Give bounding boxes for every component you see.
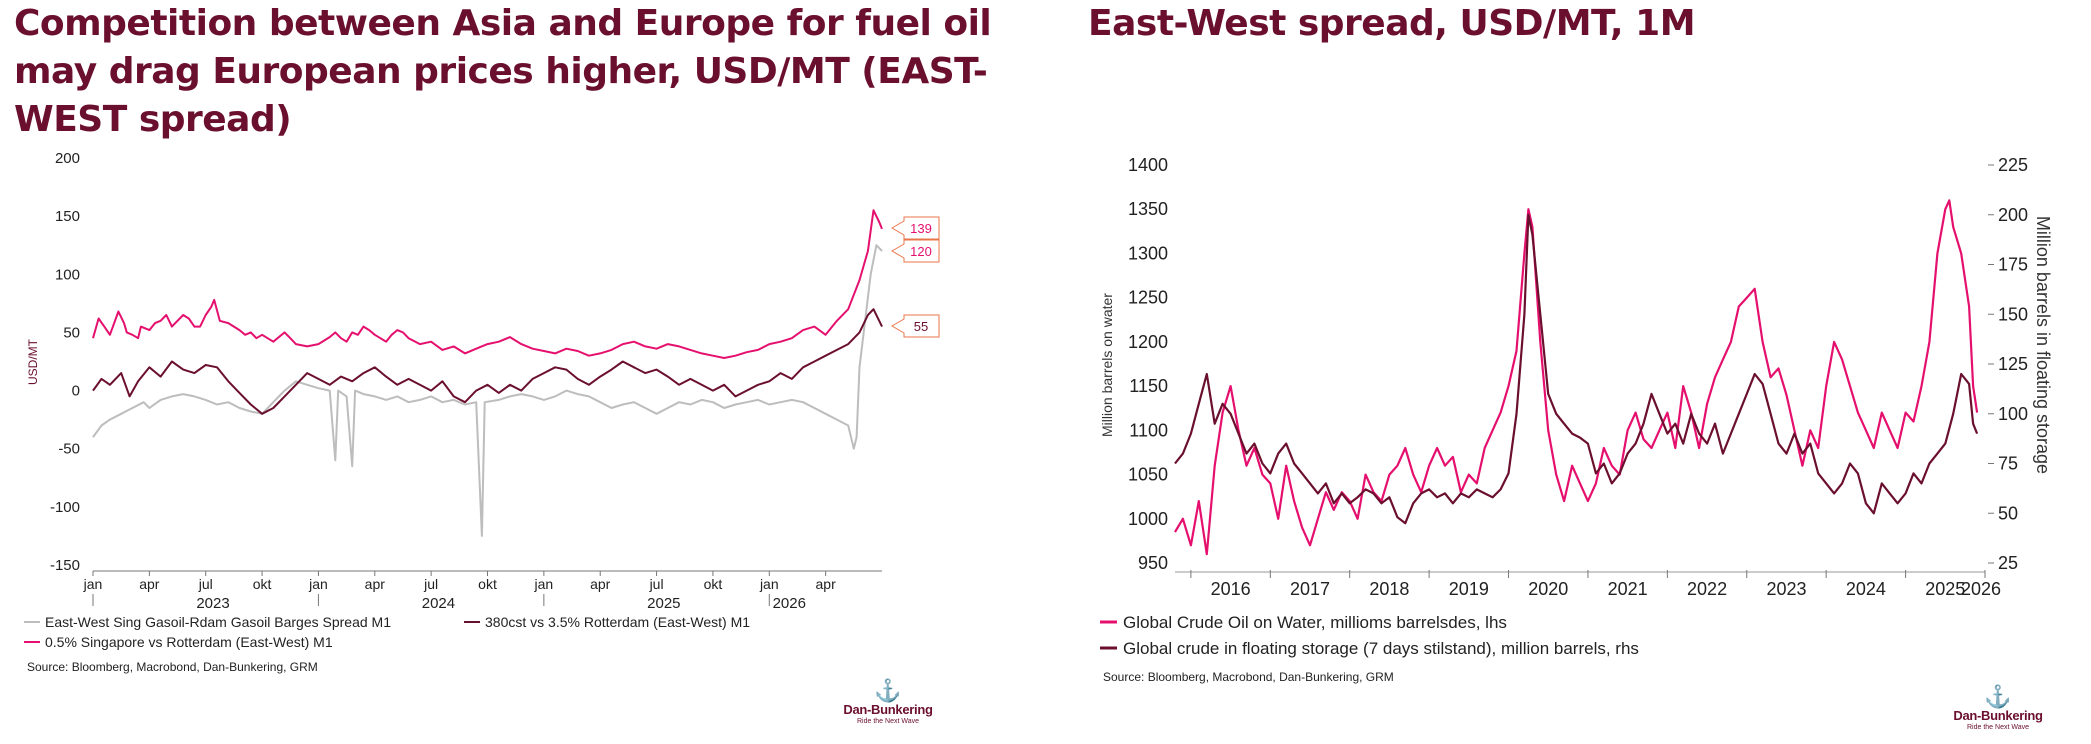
- x-tick-label: 2026: [1961, 579, 2001, 599]
- y-tick-label: 200: [55, 150, 80, 167]
- x-tick-label: 2019: [1449, 579, 1489, 599]
- right-source-note: Source: Bloomberg, Macrobond, Dan-Bunker…: [1103, 670, 1394, 684]
- x-tick-label: 2023: [1766, 579, 1806, 599]
- x-tick-label: jul: [198, 576, 213, 592]
- y-tick-label-right: 75: [1998, 454, 2018, 474]
- callout-label: 139: [910, 221, 932, 236]
- year-label: 2024: [422, 595, 455, 612]
- callout-label: 55: [914, 319, 928, 334]
- y-axis-label-right: Million barrels in floating storage: [2033, 216, 2053, 474]
- x-tick-label: jan: [83, 576, 103, 592]
- y-tick-label-left: 1050: [1128, 465, 1168, 485]
- x-tick-label: jul: [649, 576, 664, 592]
- x-tick-label: apr: [590, 576, 611, 592]
- year-label: 2026: [773, 595, 806, 612]
- left-line-chart: 200 150 100 50 0 -50 -100 -150 USD/MT jan apr jul ok…: [24, 150, 940, 650]
- y-tick-label: -100: [50, 499, 80, 516]
- series-line-grey: [92, 244, 883, 537]
- x-tick-label: 2018: [1369, 579, 1409, 599]
- logo-tagline: Ride the Next Wave: [857, 718, 919, 725]
- x-tick-label: 2025: [1925, 579, 1965, 599]
- x-tick-label: jul: [423, 576, 438, 592]
- x-tick-label: okt: [478, 576, 497, 592]
- series-line-pink: [92, 209, 883, 359]
- y-tick-label-right: 200: [1998, 205, 2028, 225]
- anchor-icon: ⚓: [874, 678, 902, 703]
- y-axis-label: USD/MT: [26, 338, 40, 385]
- y-tick-label-left: 1400: [1128, 155, 1168, 175]
- logo-tagline: Ride the Next Wave: [1967, 724, 2029, 731]
- legend-label: 0.5% Singapore vs Rotterdam (East-West) …: [45, 634, 333, 650]
- x-tick-label: jan: [308, 576, 328, 592]
- legend-label: 380cst vs 3.5% Rotterdam (East-West) M1: [485, 614, 750, 630]
- y-tick-label-left: 1000: [1128, 509, 1168, 529]
- x-tick-label: okt: [253, 576, 272, 592]
- x-tick-label: 2021: [1608, 579, 1648, 599]
- y-tick-label: 0: [72, 383, 80, 400]
- left-chart-title: Competition between Asia and Europe for …: [14, 3, 992, 140]
- y-tick-label-right: 50: [1998, 503, 2018, 523]
- x-tick-label: 2017: [1290, 579, 1330, 599]
- right-logo: ⚓ Dan-Bunkering Ride the Next Wave: [1948, 684, 2048, 732]
- year-label: 2025: [647, 595, 680, 612]
- series-line-floating-storage: [1174, 213, 1979, 525]
- y-tick-label-left: 1250: [1128, 288, 1168, 308]
- x-tick-label: apr: [139, 576, 160, 592]
- x-tick-label: 2024: [1846, 579, 1886, 599]
- x-tick-label: apr: [365, 576, 386, 592]
- left-source-note: Source: Bloomberg, Macrobond, Dan-Bunker…: [27, 660, 318, 674]
- y-tick-label-left: 950: [1138, 553, 1168, 573]
- right-chart-title: East-West spread, USD/MT, 1M: [1088, 3, 1696, 44]
- y-tick-label-right: 175: [1998, 255, 2028, 275]
- y-tick-label-left: 1200: [1128, 332, 1168, 352]
- anchor-icon: ⚓: [1984, 684, 2012, 709]
- series-line-oil-on-water: [1174, 199, 1979, 556]
- legend-label: East-West Sing Gasoil-Rdam Gasoil Barges…: [45, 614, 391, 630]
- y-tick-label-right: 150: [1998, 304, 2028, 324]
- callout-label: 120: [910, 244, 932, 259]
- x-tick-label: okt: [704, 576, 723, 592]
- x-tick-label: 2016: [1211, 579, 1251, 599]
- x-tick-label: apr: [816, 576, 837, 592]
- legend-label: Global Crude Oil on Water, millioms barr…: [1123, 613, 1507, 632]
- y-tick-label: 150: [55, 208, 80, 225]
- x-tick-label: 2022: [1687, 579, 1727, 599]
- y-tick-label: -150: [50, 557, 80, 574]
- y-tick-label-right: 125: [1998, 354, 2028, 374]
- logo-name: Dan-Bunkering: [1953, 708, 2043, 723]
- x-tick-label: jan: [759, 576, 779, 592]
- y-tick-label: 100: [55, 266, 80, 283]
- callout-box: [891, 314, 940, 338]
- year-label: 2023: [196, 595, 229, 612]
- logo-name: Dan-Bunkering: [843, 702, 933, 717]
- y-tick-label-left: 1300: [1128, 243, 1168, 263]
- series-line-maroon: [92, 308, 883, 415]
- y-tick-label-left: 1350: [1128, 199, 1168, 219]
- x-tick-label: jan: [534, 576, 554, 592]
- y-tick-label-right: 25: [1998, 553, 2018, 573]
- x-tick-label: 2020: [1528, 579, 1568, 599]
- y-tick-label-right: 100: [1998, 404, 2028, 424]
- y-tick-label-right: 225: [1998, 155, 2028, 175]
- callout-box: [891, 216, 940, 240]
- y-tick-label: 50: [63, 324, 80, 341]
- y-tick-label-left: 1100: [1129, 420, 1168, 440]
- y-tick-label-left: 1150: [1129, 376, 1168, 396]
- callout-box: [891, 239, 940, 263]
- y-tick-label: -50: [58, 441, 80, 458]
- legend-label: Global crude in floating storage (7 days…: [1123, 639, 1639, 658]
- y-axis-label-left: Million barrels on water: [1099, 293, 1115, 437]
- left-logo: ⚓ Dan-Bunkering Ride the Next Wave: [838, 678, 938, 726]
